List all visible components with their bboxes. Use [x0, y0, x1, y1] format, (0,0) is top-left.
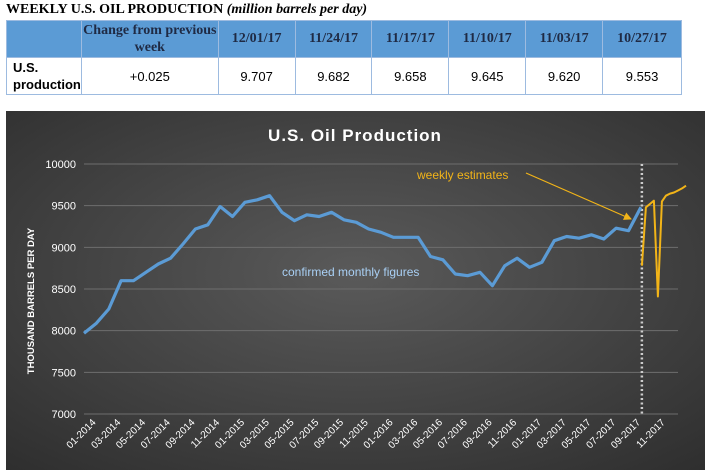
row-label: U.S. production — [6, 57, 82, 95]
y-tick-label: 9000 — [52, 242, 76, 254]
header-date: 12/01/17 — [217, 20, 296, 58]
header-date: 11/10/17 — [448, 20, 527, 58]
y-tick-label: 7000 — [52, 409, 76, 421]
y-tick-label: 10000 — [45, 159, 76, 171]
table-row: U.S. production +0.025 9.707 9.682 9.658… — [6, 57, 682, 95]
oil-production-chart: U.S. Oil Production 7000 7500 8000 8500 9000… — [6, 111, 705, 470]
page-title: WEEKLY U.S. OIL PRODUCTION (million barr… — [6, 2, 367, 18]
y-tick-label: 8000 — [52, 326, 76, 338]
annotation-arrow — [525, 172, 632, 220]
chart-title: U.S. Oil Production — [268, 126, 442, 145]
y-tick-label: 9500 — [52, 201, 76, 213]
y-axis-label: THOUSAND BARRELS PER DAY — [26, 227, 37, 374]
header-change: Change from previous week — [80, 20, 219, 58]
y-tick-label: 7500 — [52, 367, 76, 379]
chart-background — [6, 111, 705, 470]
value-cell: 9.658 — [371, 57, 450, 95]
header-empty-cell — [6, 20, 82, 58]
value-cell: 9.645 — [448, 57, 527, 95]
y-tick-label: 8500 — [52, 284, 76, 296]
value-cell: 9.682 — [294, 57, 373, 95]
annotation-weekly-estimates: weekly estimates — [416, 168, 508, 182]
value-cell: 9.620 — [525, 57, 604, 95]
value-cell: 9.553 — [602, 57, 682, 95]
value-cell: 9.707 — [217, 57, 296, 95]
header-date: 11/17/17 — [371, 20, 450, 58]
production-table: Change from previous week 12/01/17 11/24… — [6, 20, 682, 95]
header-date: 11/03/17 — [525, 20, 604, 58]
header-date: 11/24/17 — [294, 20, 373, 58]
header-date: 10/27/17 — [602, 20, 682, 58]
change-value: +0.025 — [80, 57, 219, 95]
annotation-confirmed-monthly: confirmed monthly figures — [282, 265, 419, 279]
table-header-row: Change from previous week 12/01/17 11/24… — [6, 20, 682, 58]
title-subtitle: (million barrels per day) — [226, 2, 368, 17]
title-main: WEEKLY U.S. OIL PRODUCTION — [6, 2, 224, 17]
series-line-weekly — [640, 184, 687, 298]
series-line-monthly — [82, 194, 643, 335]
